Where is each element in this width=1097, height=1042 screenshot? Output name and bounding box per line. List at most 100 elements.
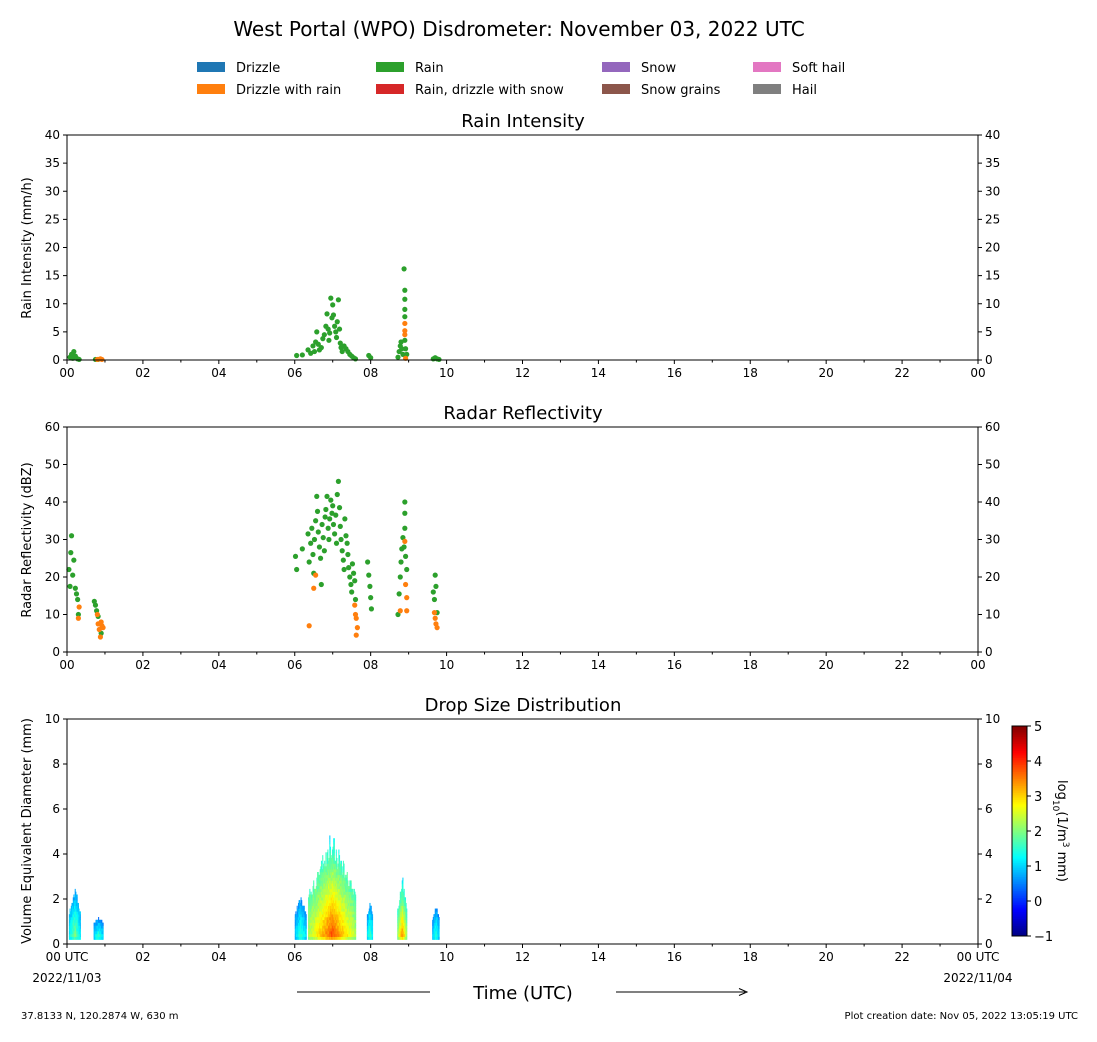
dsd-cell (351, 931, 353, 935)
dsd-cell (350, 931, 352, 935)
dsd-cell (70, 922, 72, 926)
dsd-cell (354, 933, 356, 937)
dsd-cell (343, 866, 345, 870)
dsd-cell (297, 933, 299, 937)
dsd-cell (355, 914, 357, 918)
dsd-cell (98, 917, 100, 921)
dsd-cell (436, 928, 438, 932)
dsd-cell (334, 880, 336, 884)
dsd-cell (400, 925, 402, 929)
dsd-cell (406, 925, 408, 929)
colorbar-segment (1012, 811, 1027, 814)
point-rain (299, 352, 305, 358)
radar-reflectivity-ylabel: Radar Reflectivity (dBZ) (20, 462, 35, 617)
dsd-cell (101, 928, 104, 932)
dsd-cell (335, 880, 337, 884)
dsd-cell (328, 891, 330, 895)
dsd-cell (346, 922, 348, 926)
dsd-cell (399, 900, 401, 904)
dsd-cell (340, 936, 342, 940)
dsd-cell (436, 922, 438, 926)
dsd-cell (399, 902, 401, 907)
dsd-cell (322, 891, 324, 895)
dsd-cell (336, 883, 338, 887)
dsd-cell (329, 855, 331, 859)
dsd-cell (404, 917, 407, 921)
dsd-cell (344, 919, 346, 923)
dsd-cell (297, 914, 300, 918)
dsd-cell (299, 914, 301, 918)
dsd-cell (75, 922, 78, 926)
dsd-cell (339, 863, 341, 867)
drop-size-panel: Drop Size Distribution Volume Equivalent… (20, 695, 1013, 985)
dsd-cell (322, 886, 324, 890)
dsd-cell (321, 931, 323, 935)
dsd-cell (403, 900, 405, 904)
dsd-cell (313, 911, 315, 915)
dsd-cell (330, 894, 332, 898)
dsd-cell (399, 897, 401, 901)
dsd-cell (343, 891, 345, 895)
dsd-cell (320, 917, 322, 921)
dsd-cell (328, 886, 330, 890)
dsd-cell (328, 860, 330, 864)
dsd-cell (406, 928, 408, 932)
dsd-cell (68, 936, 70, 940)
dsd-cell (317, 908, 319, 912)
dsd-cell (337, 897, 339, 901)
dsd-cell (346, 880, 348, 884)
dsd-cell (341, 931, 343, 935)
dsd-cell (302, 905, 304, 909)
dsd-cell (339, 857, 341, 862)
dsd-cell (326, 891, 328, 895)
dsd-cell (322, 931, 324, 935)
colorbar-segment (1012, 771, 1027, 774)
dsd-cell (102, 936, 104, 940)
dsd-cell (436, 933, 438, 937)
dsd-cell (404, 936, 407, 940)
dsd-cell (339, 936, 341, 940)
dsd-cell (371, 925, 373, 929)
dsd-cell (348, 908, 350, 912)
dsd-cell (322, 860, 324, 864)
dsd-cell (335, 902, 337, 907)
dsd-cell (297, 911, 299, 915)
dsd-cell (75, 911, 77, 915)
dsd-cell (338, 880, 340, 884)
dsd-cell (299, 925, 301, 929)
point-rain (71, 557, 77, 563)
dsd-cell (335, 891, 337, 895)
dsd-cell (339, 911, 341, 915)
dsd-cell (309, 925, 312, 929)
dsd-cell (329, 919, 331, 923)
dsd-cell (342, 902, 344, 907)
dsd-cell (333, 866, 335, 870)
dsd-cell (331, 902, 333, 907)
figure-title: West Portal (WPO) Disdrometer: November … (233, 17, 804, 41)
dsd-cell (297, 922, 299, 926)
dsd-cell (331, 872, 333, 876)
dsd-cell (342, 914, 344, 918)
dsd-cell (317, 894, 319, 898)
dsd-cell (326, 855, 328, 859)
dsd-cell (74, 888, 76, 892)
dsd-cell (402, 922, 404, 926)
colorbar-segment (1012, 878, 1027, 881)
dsd-cell (75, 908, 78, 912)
dsd-cell (371, 919, 373, 923)
dsd-cell (338, 857, 340, 862)
dsd-cell (315, 897, 317, 901)
point-drizzle-with-rain (402, 332, 408, 338)
dsd-cell (335, 886, 337, 890)
dsd-cell (340, 914, 342, 918)
colorbar-segment (1012, 824, 1027, 827)
dsd-cell (337, 925, 339, 929)
dsd-cell (340, 900, 342, 904)
dsd-cell (402, 911, 404, 915)
dsd-cell (343, 894, 345, 898)
dsd-cell (77, 905, 79, 909)
dsd-cell (311, 908, 313, 912)
dsd-cell (334, 877, 336, 881)
dsd-cell (434, 911, 436, 915)
dsd-cell (315, 919, 317, 923)
